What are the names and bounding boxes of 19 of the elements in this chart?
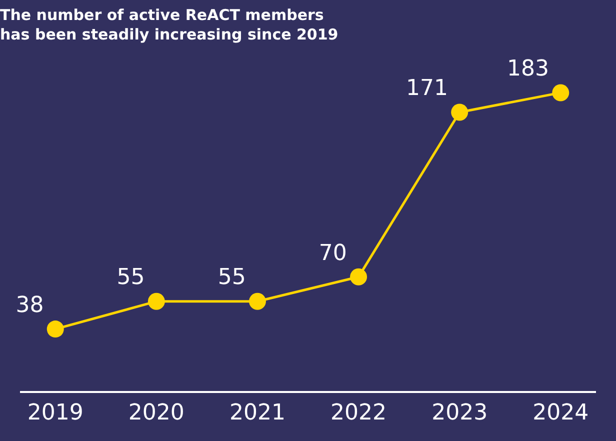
data-label: 55 — [116, 265, 145, 290]
x-tick-label: 2020 — [128, 400, 184, 426]
data-label: 70 — [318, 240, 347, 266]
chart-title: The number of active ReACT members has been steadily increasing since 2019 — [0, 6, 338, 44]
x-tick-label: 2021 — [229, 400, 286, 426]
data-label: 171 — [406, 76, 448, 102]
data-label: 55 — [218, 265, 246, 290]
point — [451, 104, 468, 121]
point — [350, 268, 368, 286]
data-label: 183 — [507, 56, 550, 82]
x-tick-label: 2024 — [532, 400, 589, 426]
x-tick-label: 2022 — [330, 400, 387, 426]
point — [46, 320, 64, 338]
x-tick-label: 2023 — [432, 400, 488, 426]
x-tick-label: 2019 — [27, 400, 84, 426]
point — [248, 292, 266, 310]
data-label: 38 — [16, 292, 44, 318]
point — [552, 84, 570, 102]
point — [148, 292, 165, 310]
